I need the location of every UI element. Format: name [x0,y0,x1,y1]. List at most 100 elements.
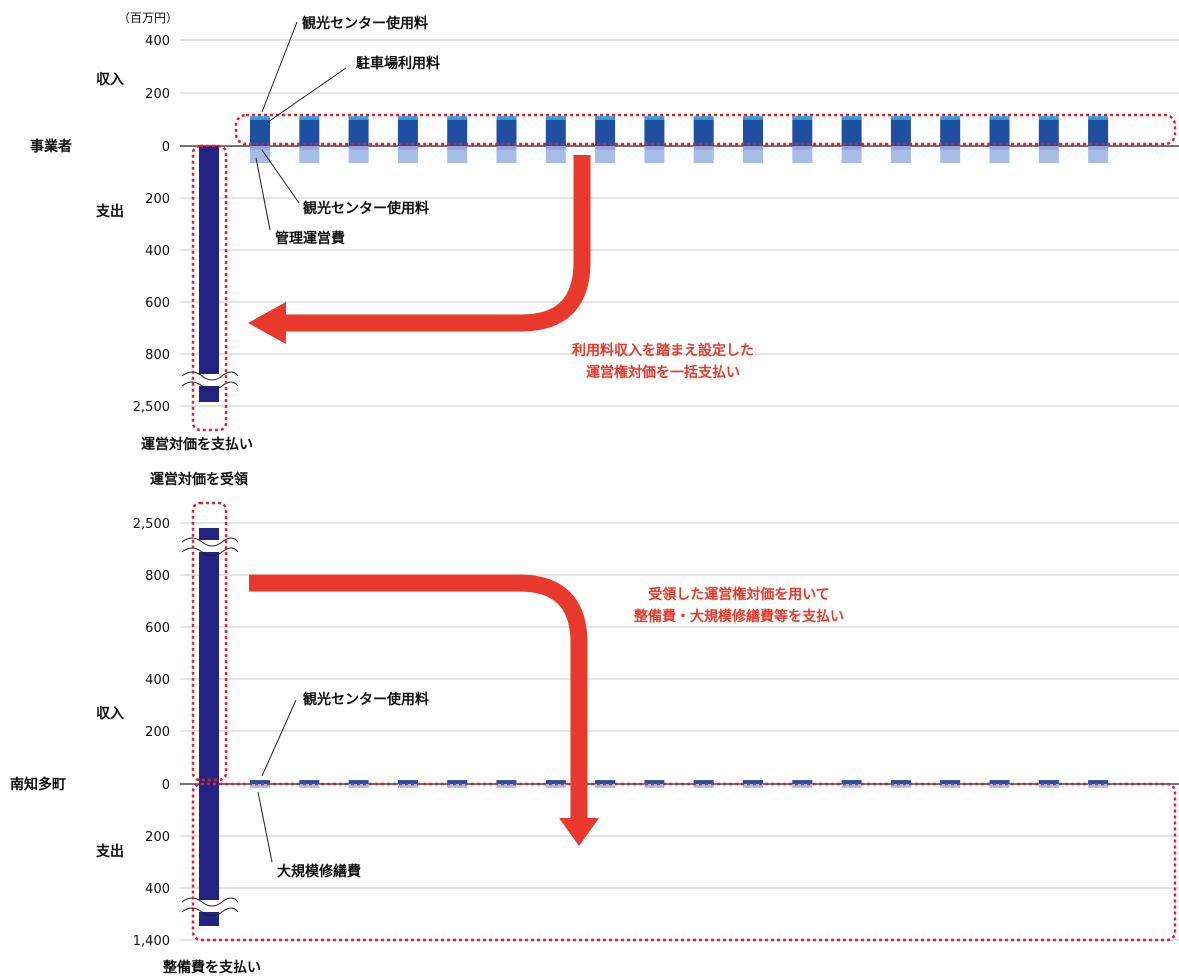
bar-center-fee-expense [299,146,320,150]
bar-major-repair [792,784,813,788]
bar-center-fee-income [595,780,616,784]
bar-center-fee-income [792,115,813,120]
bar-management-cost [397,149,418,164]
y-tick-label: 400 [145,882,170,897]
bar-parking-fee [693,119,714,146]
highlight-payment-bar [191,144,228,432]
axis-break-mark [181,381,239,391]
bar-management-cost [644,149,665,164]
bar-center-fee-income [989,780,1010,784]
y-tick-label: 0 [162,140,170,155]
bar-center-fee-expense [841,146,862,150]
y-tick-label: 200 [145,87,170,102]
bar-center-fee-income [743,115,763,120]
annotation-construction-payment: 整備費を支払い [162,959,261,976]
bar-management-cost [595,149,616,164]
leader-line [255,157,271,231]
row-label-income: 収入 [96,71,124,88]
bar-major-repair [250,784,270,788]
bar-operating-fee-payment [199,146,219,402]
annotation-center-fee-expense: 観光センター使用料 [303,200,429,217]
bar-center-fee-expense [940,146,961,150]
bar-center-fee-expense [348,146,369,150]
arrow-note-line1: 利用料収入を踏まえ設定した [572,342,754,359]
leader-line [261,699,297,777]
bar-center-fee-expense [447,146,468,150]
bar-major-repair [890,784,911,788]
annotation-receipt: 運営対価を受領 [150,471,249,488]
annotation-center-fee: 観光センター使用料 [302,15,428,32]
bar-operating-fee-receipt-and-payment [199,528,219,926]
bar-center-fee-income [496,115,517,120]
axis-break-mark [181,907,239,917]
arrow-note-line2: 運営権対価を一括支払い [586,364,740,381]
bar-center-fee-expense [545,146,566,150]
panel-operator: （百万円） 400 200 0 200 400 600 800 2,500 収入… [30,11,1179,453]
bar-management-cost [447,149,468,164]
bar-major-repair [1088,784,1109,788]
y-tick-label: 800 [145,569,170,584]
bar-center-fee-expense [890,146,911,150]
annotation-payment: 運営対価を支払い [141,436,253,453]
bar-center-fee-income [397,780,418,784]
bar-management-cost [1088,149,1109,164]
panel-town: 運営対価を受領 2,500 800 600 400 200 0 200 400 … [10,471,1179,976]
bar-center-fee-income [1038,780,1059,784]
bar-major-repair [348,784,369,788]
bar-center-fee-income [447,780,468,784]
bar-center-fee-expense [397,146,418,150]
bar-parking-fee [496,119,517,146]
bar-center-fee-income [841,115,862,120]
y-tick-label: 2,500 [133,517,170,532]
bar-center-fee-expense [250,146,270,150]
axis-break-mark [181,537,239,547]
bar-management-cost [841,149,862,164]
bar-center-fee-income [348,115,369,120]
bar-major-repair [447,784,468,788]
bar-parking-fee [545,119,566,146]
leader-line [261,21,298,113]
bar-center-fee-expense [595,146,616,150]
bar-major-repair [693,784,714,788]
bar-center-fee-expense [743,146,763,150]
unit-label: （百万円） [118,11,178,25]
bar-parking-fee [397,119,418,146]
bar-center-fee-income [743,780,763,784]
arrow-note-line2: 整備費・大規模修繕費等を支払い [633,608,844,625]
bar-center-fee-income [841,780,862,784]
flow-arrow-head [559,818,599,846]
bar-management-cost [989,149,1010,164]
bar-management-cost [792,149,813,164]
y-tick-label: 200 [145,830,170,845]
bar-parking-fee [890,119,911,146]
bar-center-fee-expense [989,146,1010,150]
annotation-center-fee: 観光センター使用料 [303,691,429,708]
bar-center-fee-income [299,115,320,120]
bar-center-fee-income [792,780,813,784]
bar-management-cost [545,149,566,164]
annotation-management-cost: 管理運営費 [275,230,345,247]
flow-arrow-head [248,302,286,344]
bar-parking-fee [250,119,270,146]
bar-center-fee-income [397,115,418,120]
bar-center-fee-income [545,780,566,784]
y-tick-label: 400 [145,673,170,688]
y-tick-label: 200 [145,192,170,207]
row-label-entity: 事業者 [30,138,72,155]
y-tick-label: 1,400 [133,934,170,949]
bar-major-repair [989,784,1010,788]
bar-center-fee-income [545,115,566,120]
bar-parking-fee [989,119,1010,146]
y-tick-label: 600 [145,296,170,311]
periodic-bars [250,780,1109,788]
bar-parking-fee [743,119,763,146]
bar-center-fee-income [250,780,270,784]
row-label-entity: 南知多町 [10,776,66,793]
flow-arrow-shaft [285,155,591,332]
bar-parking-fee [595,119,616,146]
bar-parking-fee [1038,119,1059,146]
bar-center-fee-expense [496,146,517,150]
bar-parking-fee [348,119,369,146]
bar-center-fee-expense [1038,146,1059,150]
